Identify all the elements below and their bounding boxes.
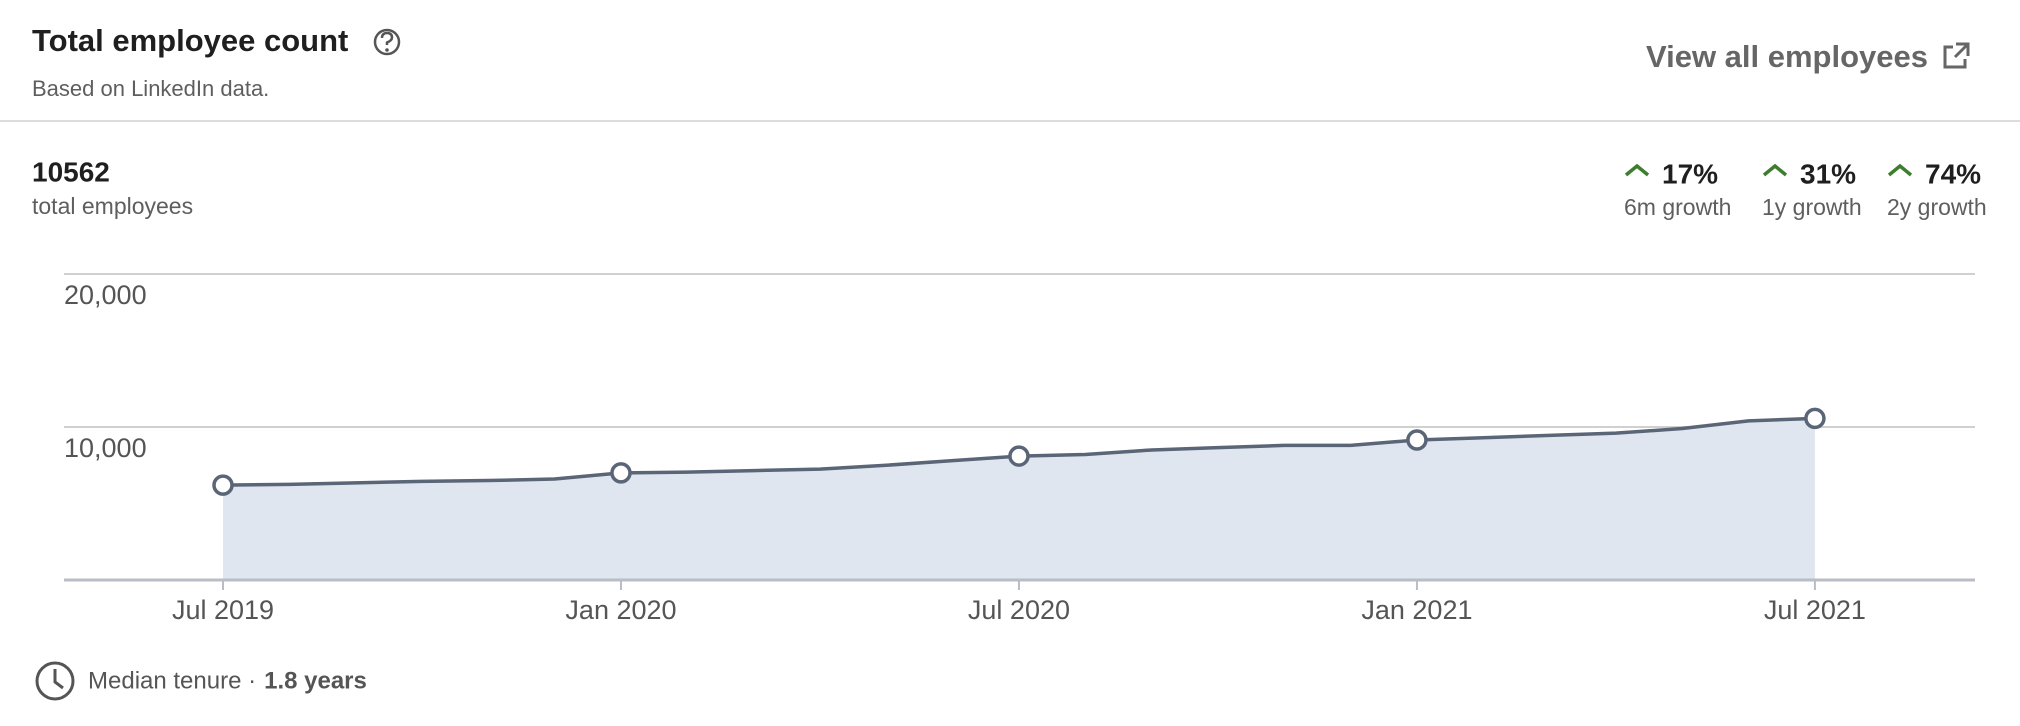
growth-value: 31% [1800, 158, 1856, 189]
total-count: 10562 [32, 156, 110, 187]
growth-arrow [1762, 163, 1788, 177]
growth-value: 17% [1662, 158, 1718, 189]
subtitle: Based on LinkedIn data. [32, 76, 269, 101]
help-circle [373, 28, 401, 56]
growth-value: 74% [1925, 158, 1981, 189]
point-marker [610, 462, 632, 484]
help-icon[interactable] [373, 28, 401, 56]
clock-icon [35, 661, 75, 701]
plot: 10,000 20,000 Jul 2019 Jan 2020 Jul 2020 Jan … [64, 273, 1975, 625]
growth-arrow [1624, 163, 1650, 177]
x-tick-label: Jul 2021 [1764, 595, 1866, 625]
x-tick-label: Jan 2020 [565, 595, 676, 625]
point-marker [1406, 429, 1428, 451]
growth-stats: 17% 6m growth 31% 1y growth 74% 2y growth [1624, 158, 1987, 220]
growth-arrow [1887, 163, 1913, 177]
point-marker [1008, 445, 1030, 467]
point-marker [1804, 407, 1826, 430]
external-link-icon [1943, 42, 1970, 69]
growth-label: 6m growth [1624, 194, 1731, 220]
y-tick-label: 20,000 [64, 280, 147, 310]
median-tenure: Median tenure · 1.8 years [35, 661, 367, 701]
point-marker [212, 474, 234, 496]
title: Total employee count [32, 23, 348, 58]
tenure-label: Median tenure · [88, 667, 256, 694]
help-dot [385, 48, 389, 52]
growth-label: 1y growth [1762, 194, 1862, 220]
help-glyph [380, 31, 394, 45]
area [223, 418, 1815, 580]
tenure-value: 1.8 years [264, 667, 367, 694]
y-tick-label: 10,000 [64, 433, 147, 463]
view-all-link[interactable]: View all employees [1646, 39, 1928, 74]
x-tick-label: Jan 2021 [1361, 595, 1472, 625]
x-tick-label: Jul 2020 [968, 595, 1070, 625]
total-label: total employees [32, 193, 193, 219]
clock-hands [53, 669, 64, 690]
growth-label: 2y growth [1887, 194, 1987, 220]
x-tick-label: Jul 2019 [172, 595, 274, 625]
